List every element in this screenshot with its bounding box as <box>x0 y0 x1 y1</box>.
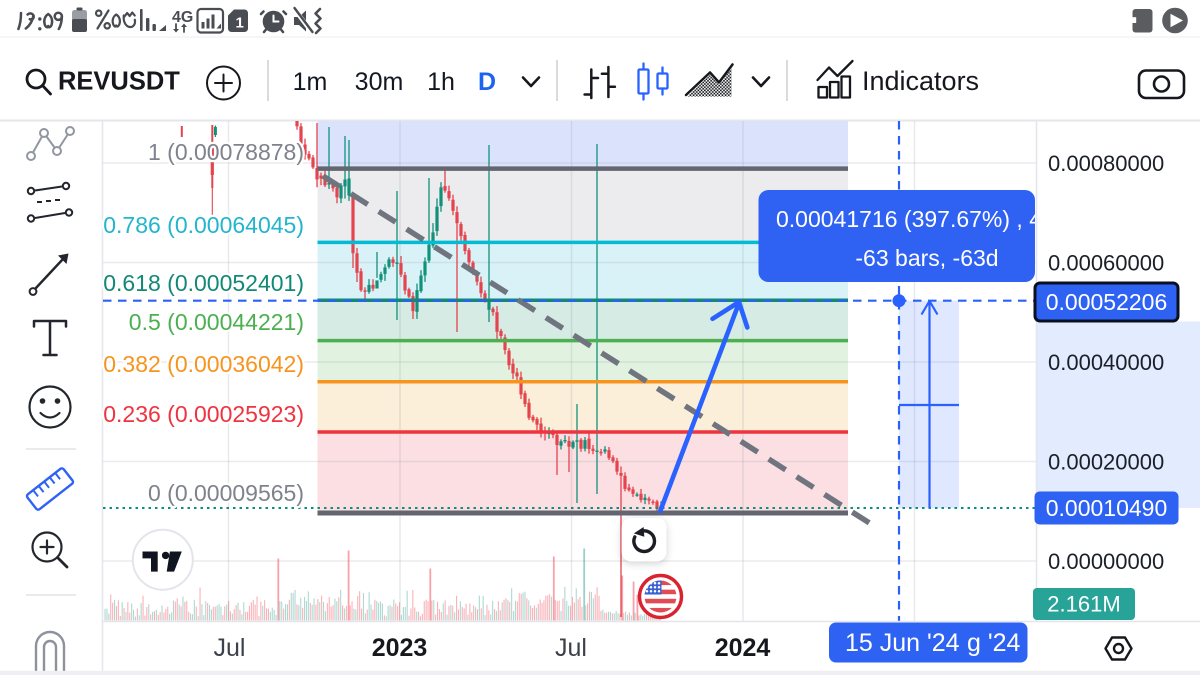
svg-text:2.161M: 2.161M <box>1047 592 1120 617</box>
svg-text:0.786 (0.00064045): 0.786 (0.00064045) <box>103 212 304 238</box>
svg-text:0.00010490: 0.00010490 <box>1046 495 1168 521</box>
svg-text:1h: 1h <box>427 68 455 96</box>
svg-text:Indicators: Indicators <box>862 66 979 96</box>
svg-text:Jul: Jul <box>555 634 587 662</box>
svg-text:Jul: Jul <box>214 634 246 662</box>
svg-text:g '24: g '24 <box>967 629 1021 657</box>
svg-text:D: D <box>478 68 496 96</box>
svg-text:0.5 (0.00044221): 0.5 (0.00044221) <box>129 309 304 335</box>
svg-text:1m: 1m <box>293 68 328 96</box>
svg-text:30m: 30m <box>355 68 404 96</box>
svg-text:0.618 (0.00052401): 0.618 (0.00052401) <box>103 270 304 296</box>
svg-text:0.00040000: 0.00040000 <box>1048 350 1164 375</box>
svg-text:2023: 2023 <box>372 634 428 662</box>
svg-text:15 Jun '24: 15 Jun '24 <box>845 629 960 657</box>
svg-text:0.00052206: 0.00052206 <box>1046 289 1168 315</box>
svg-text:0 (0.00009565): 0 (0.00009565) <box>148 480 304 506</box>
svg-text:-63 bars, -63d: -63 bars, -63d <box>855 245 998 271</box>
svg-text:0.382 (0.00036042): 0.382 (0.00036042) <box>103 351 304 377</box>
svg-text:0.00080000: 0.00080000 <box>1048 151 1164 176</box>
svg-text:0.236 (0.00025923): 0.236 (0.00025923) <box>103 401 304 427</box>
svg-text:0.00041716 (397.67%) , 41: 0.00041716 (397.67%) , 41 <box>776 206 1055 232</box>
svg-text:0.00000000: 0.00000000 <box>1048 549 1164 574</box>
svg-text:1 (0.00078878): 1 (0.00078878) <box>148 139 304 165</box>
svg-text:2024: 2024 <box>715 634 771 662</box>
svg-text:REVUSDT: REVUSDT <box>58 68 180 96</box>
svg-text:0.00020000: 0.00020000 <box>1048 450 1164 475</box>
svg-text:1: 1 <box>236 15 244 32</box>
svg-text:0.00060000: 0.00060000 <box>1048 251 1164 276</box>
svg-text:4G: 4G <box>172 9 193 26</box>
